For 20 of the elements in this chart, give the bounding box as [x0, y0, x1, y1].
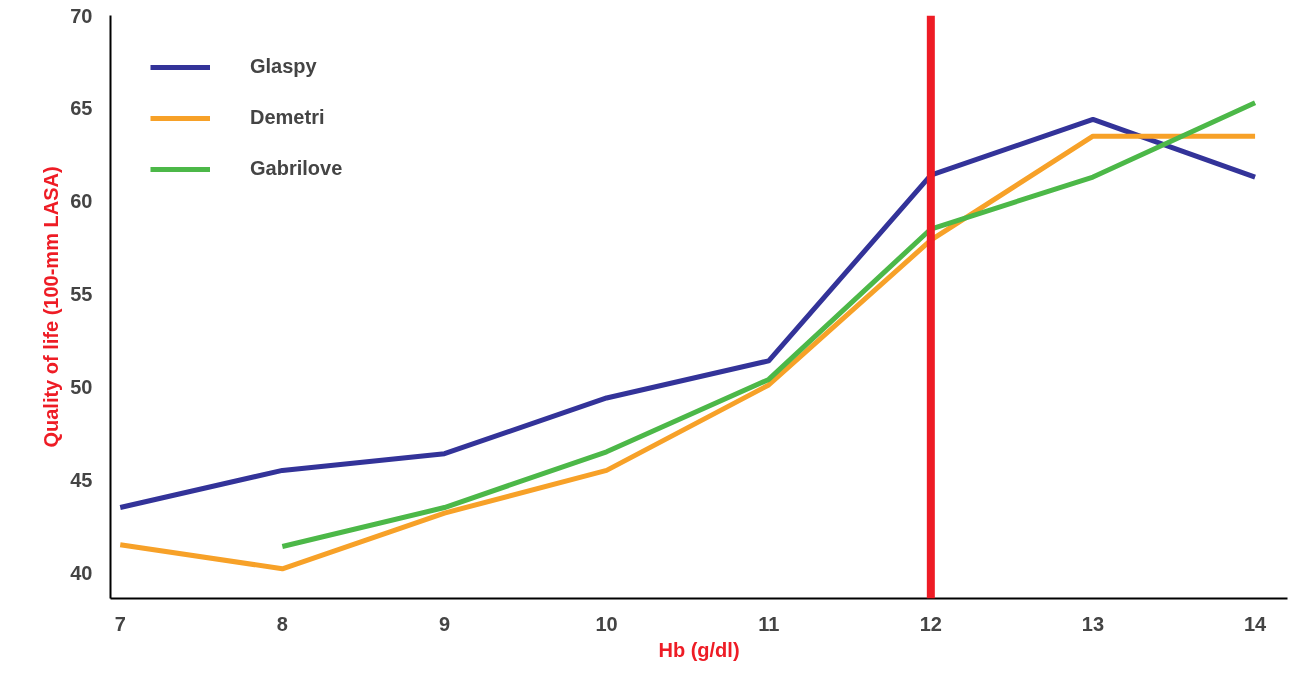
legend-label: Glaspy	[250, 55, 317, 78]
y-tick-label: 60	[70, 190, 93, 213]
x-tick-label: 13	[1081, 612, 1105, 635]
x-axis-title: Hb (g/dl)	[658, 638, 740, 661]
y-tick-label: 40	[70, 561, 93, 584]
y-axis-title: Quality of life (100-mm LASA)	[40, 166, 63, 448]
y-tick-label: 45	[70, 468, 93, 491]
x-tick-label: 8	[276, 612, 288, 635]
y-tick-label: 70	[70, 4, 93, 27]
y-tick-label: 65	[70, 97, 93, 120]
x-tick-label: 11	[758, 612, 780, 635]
x-tick-label: 9	[438, 612, 451, 635]
x-tick-label: 10	[595, 612, 618, 635]
x-tick-label: 7	[114, 612, 126, 635]
legend-label: Gabrilove	[250, 157, 343, 180]
y-tick-label: 50	[70, 375, 93, 398]
x-tick-label: 14	[1243, 612, 1268, 635]
y-tick-label: 55	[70, 283, 93, 305]
x-tick-label: 12	[919, 612, 942, 635]
legend-label: Demetri	[250, 106, 325, 129]
